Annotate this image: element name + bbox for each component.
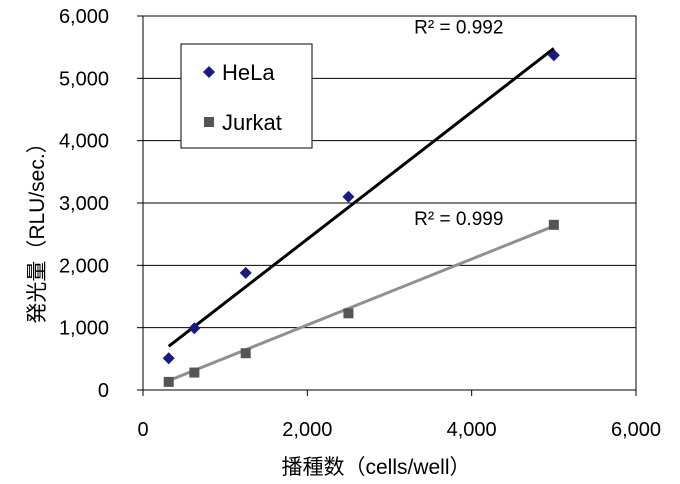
y-axis-title: 発光量（RLU/sec.） [26, 132, 49, 323]
legend-box [180, 43, 313, 149]
data-point-hela [188, 322, 201, 335]
y-tick-label: 2,000 [59, 255, 109, 277]
x-axis-ticks: 0 2,000 4,000 6,000 [137, 390, 661, 441]
data-point-hela [162, 352, 175, 365]
y-tick-label: 0 [98, 380, 109, 402]
y-tick-label: 5,000 [59, 68, 109, 90]
data-point-hela [239, 266, 252, 279]
legend-marker-jurkat [204, 117, 214, 127]
y-tick-label: 6,000 [59, 6, 109, 28]
trendline-jurkat [168, 224, 555, 383]
y-tick-label: 3,000 [59, 193, 109, 215]
trendlines [167, 47, 555, 383]
data-point-hela [342, 190, 355, 203]
x-tick-label: 6,000 [611, 419, 661, 441]
x-tick-label: 0 [137, 419, 148, 441]
legend-items: HeLa Jurkat [203, 60, 282, 135]
data-point-jurkat [240, 348, 251, 359]
legend: HeLa Jurkat [180, 43, 313, 149]
data-points [162, 49, 560, 387]
r-squared-label-hela: R² = 0.992 [414, 17, 503, 38]
y-tick-label: 4,000 [59, 131, 109, 153]
x-axis-title: 播種数（cells/well） [281, 456, 470, 479]
data-point-jurkat [548, 219, 559, 230]
y-axis-ticks: 0 1,000 2,000 3,000 4,000 5,000 6,000 [59, 6, 143, 402]
x-tick-label: 2,000 [282, 419, 332, 441]
legend-label-hela: HeLa [222, 60, 275, 85]
legend-marker-hela [203, 66, 215, 78]
data-point-jurkat [343, 308, 354, 319]
r-squared-labels: R² = 0.992 R² = 0.999 [414, 17, 503, 229]
x-tick-label: 4,000 [447, 419, 497, 441]
r-squared-label-jurkat: R² = 0.999 [414, 209, 503, 230]
legend-label-jurkat: Jurkat [222, 110, 282, 135]
data-point-jurkat [163, 376, 174, 387]
data-point-jurkat [189, 367, 200, 378]
trendline-hela [167, 47, 555, 348]
data-point-hela [547, 49, 560, 62]
y-tick-label: 1,000 [59, 318, 109, 340]
